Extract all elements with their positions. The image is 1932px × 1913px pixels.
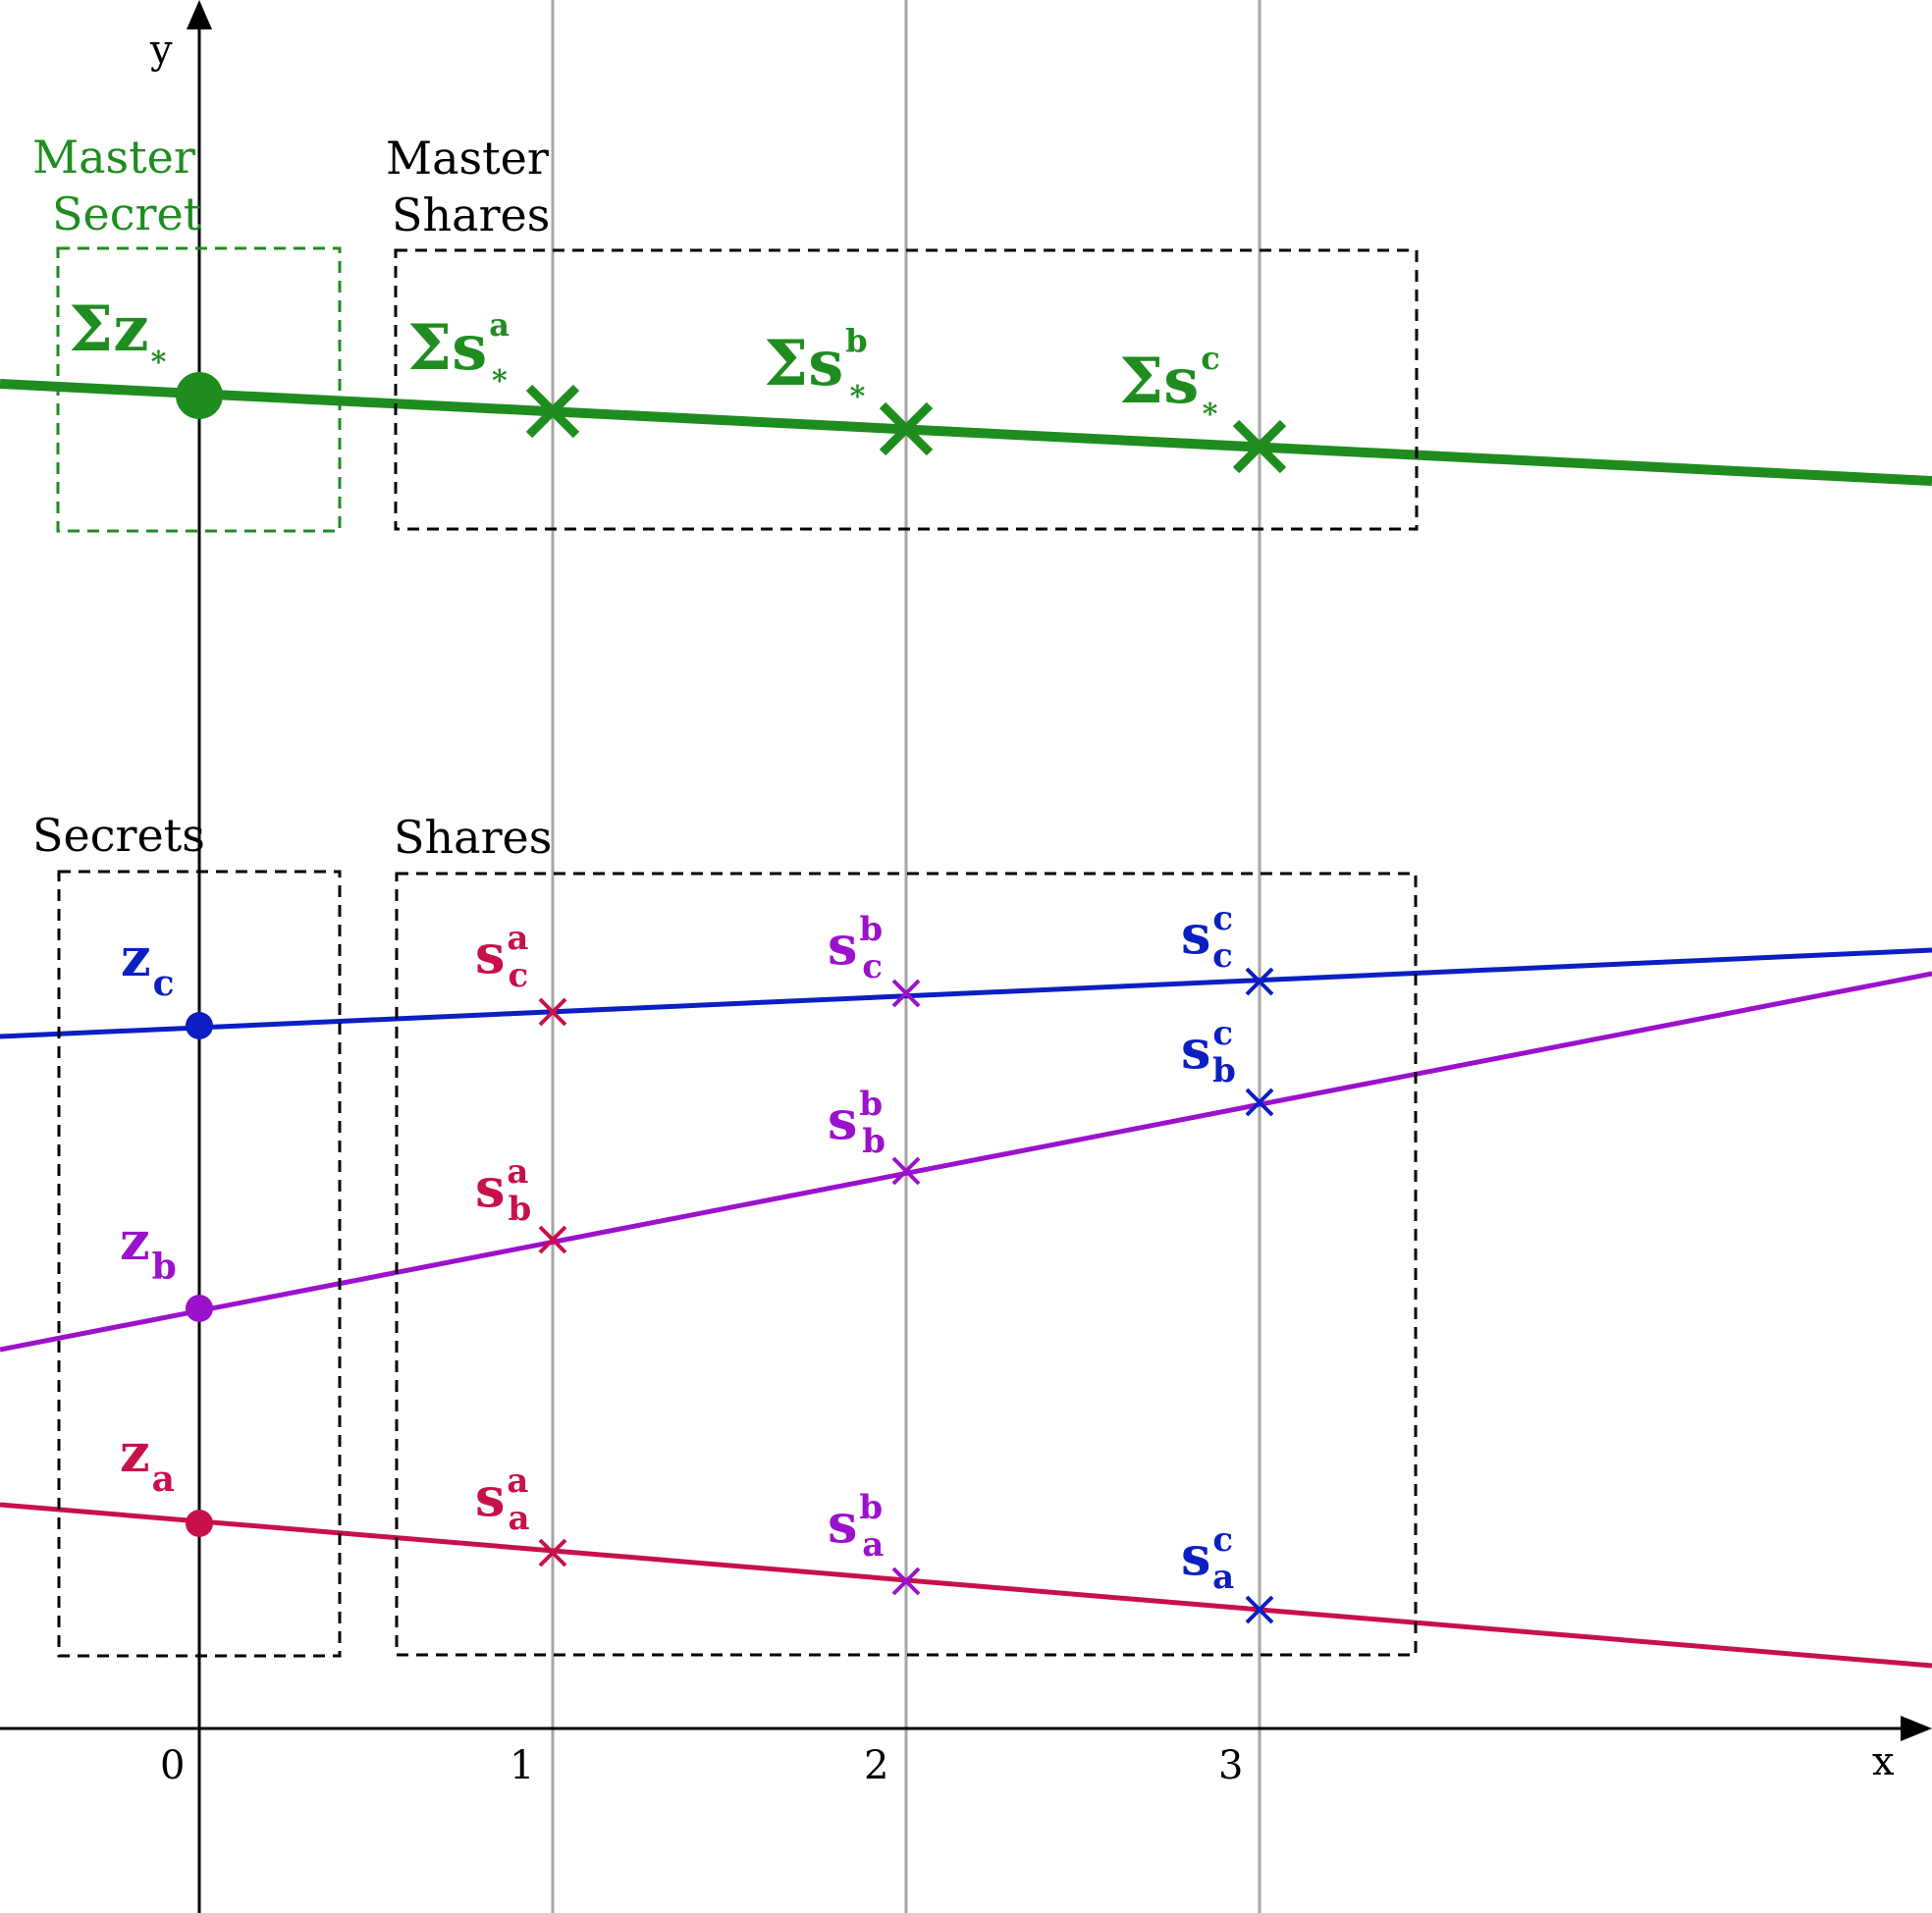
master-polynomial-line xyxy=(0,379,1932,486)
secret-dot-a xyxy=(186,1510,213,1537)
share-label-b-b: sb b xyxy=(828,1085,886,1161)
x-tick-label-0: 0 xyxy=(160,1743,185,1788)
master-secret-caption-line1: Master xyxy=(32,131,195,184)
sigma-symbol: Σ xyxy=(69,292,113,366)
x-tick-label-2: 2 xyxy=(864,1743,888,1788)
master-secret-base: z xyxy=(113,292,148,366)
master-secret-box xyxy=(56,246,342,533)
master-share-mark-a xyxy=(525,384,580,439)
secret-label-b: zb xyxy=(120,1209,177,1288)
box-captions: Master Secret Master Shares Secrets Shar… xyxy=(32,131,552,864)
secrets: zc zb za xyxy=(120,926,213,1537)
share-label-a-a: sa a xyxy=(475,1461,529,1538)
master-secret-label: Σz* xyxy=(69,292,167,380)
share-label-c-a: sa c xyxy=(475,919,528,995)
grid-lines xyxy=(551,0,1261,1913)
x-tick-label-1: 1 xyxy=(510,1743,534,1788)
group-boxes xyxy=(56,246,1419,1658)
master-secret-dot xyxy=(176,372,223,419)
share-labels: sa c sb c sc c sa b sb b sc b sa a sb a sc a xyxy=(475,899,1236,1597)
master-share-label-b: Σsb * xyxy=(764,322,868,414)
share-mark-c-a xyxy=(538,997,567,1027)
master-share-mark-c xyxy=(1232,419,1287,474)
share-mark-b-a xyxy=(538,1225,567,1254)
shares-caption: Shares xyxy=(394,811,552,864)
polynomial-line-b xyxy=(0,971,1932,1353)
y-axis-arrow-icon xyxy=(187,0,212,29)
master-shares-box xyxy=(394,248,1419,531)
master-shares-caption-line1: Master xyxy=(386,132,549,185)
y-axis-label: y xyxy=(149,27,173,73)
share-mark-b-b xyxy=(891,1156,921,1186)
share-mark-a-c xyxy=(1245,1595,1274,1624)
share-label-c-c: sc c xyxy=(1181,899,1233,976)
master-share-label-a: Σsa * xyxy=(407,306,510,399)
master-secret-caption-line2: Secret xyxy=(52,187,202,240)
master-secret: Σz* xyxy=(69,292,223,419)
master-share-label-c: Σsc * xyxy=(1119,340,1220,432)
share-label-a-b: sb a xyxy=(828,1488,884,1565)
master-secret-sub: * xyxy=(151,345,167,380)
x-axis-label: x xyxy=(1872,1739,1895,1784)
share-mark-c-b xyxy=(891,979,921,1008)
secrets-box xyxy=(57,870,342,1658)
share-label-a-c: sc a xyxy=(1181,1520,1234,1597)
master-share-mark-b xyxy=(879,401,934,456)
share-label-c-b: sb c xyxy=(828,910,883,986)
share-mark-b-c xyxy=(1245,1088,1274,1117)
polynomial-lines xyxy=(0,379,1932,1669)
shares-box xyxy=(395,872,1418,1657)
secret-label-a: za xyxy=(120,1421,175,1500)
x-axis-arrow-icon xyxy=(1901,1716,1932,1741)
polynomial-line-c xyxy=(0,947,1932,1039)
share-mark-c-c xyxy=(1245,967,1274,996)
share-mark-a-a xyxy=(538,1538,567,1568)
share-marks xyxy=(538,967,1274,1624)
secrets-caption: Secrets xyxy=(32,809,205,862)
secret-label-c: zc xyxy=(121,926,175,1004)
share-mark-a-b xyxy=(891,1567,921,1596)
master-shares: Σsa * Σsb * Σsc * xyxy=(407,306,1287,474)
master-shares-caption-line2: Shares xyxy=(392,188,550,241)
secret-dot-b xyxy=(186,1295,213,1322)
polynomial-line-a xyxy=(0,1502,1932,1669)
secret-dot-c xyxy=(186,1012,213,1039)
share-label-b-c: sc b xyxy=(1181,1014,1236,1090)
x-tick-label-3: 3 xyxy=(1218,1743,1243,1788)
share-label-b-a: sa b xyxy=(475,1152,531,1229)
